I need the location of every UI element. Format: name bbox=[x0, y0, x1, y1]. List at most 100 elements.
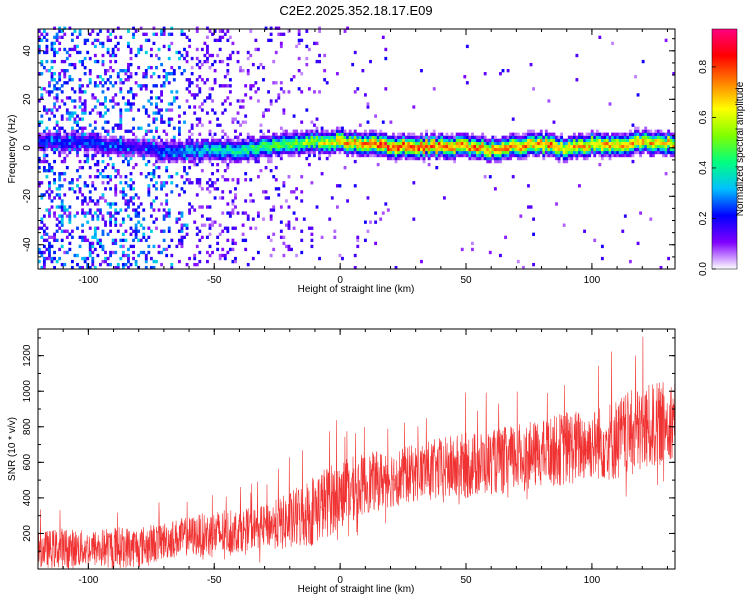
spectrogram-cell bbox=[195, 150, 199, 155]
spectrogram-cell bbox=[491, 156, 495, 161]
spectrogram-cell bbox=[170, 90, 174, 94]
spectrogram-cell bbox=[374, 114, 378, 118]
spectrogram-cell bbox=[127, 253, 130, 258]
spectrogram-cell bbox=[234, 226, 237, 230]
spectrogram-cell bbox=[121, 232, 125, 236]
spectrogram-cell bbox=[172, 72, 176, 76]
spectrogram-cell bbox=[86, 147, 90, 152]
spectrogram-cell bbox=[137, 229, 141, 233]
spectrogram-cell bbox=[198, 59, 202, 64]
spectrogram-cell bbox=[203, 223, 207, 227]
spectrogram-cell bbox=[129, 141, 133, 146]
spectrogram-cell bbox=[618, 141, 622, 146]
spectrogram-cell bbox=[129, 199, 133, 203]
colorbar-tick-label: 0.0 bbox=[698, 262, 709, 276]
spectrogram-cell bbox=[537, 135, 541, 139]
spectrogram-cell bbox=[318, 26, 321, 30]
spectrogram-cell bbox=[180, 229, 184, 233]
spectrogram-cell bbox=[379, 135, 383, 139]
spectrogram-cell bbox=[256, 138, 260, 143]
spectrogram-cell bbox=[346, 135, 350, 139]
spectrogram-cell bbox=[106, 29, 110, 33]
spectrogram-cell bbox=[318, 53, 321, 58]
spectrogram-cell bbox=[369, 144, 372, 149]
spectrogram-cell bbox=[241, 232, 245, 236]
spectrogram-cell bbox=[493, 147, 497, 152]
spectrogram-cell bbox=[493, 153, 497, 158]
spectrogram-cell bbox=[157, 175, 161, 179]
spectrogram-cell bbox=[307, 226, 311, 230]
spectrogram-cell bbox=[473, 135, 477, 139]
spectrogram-cell bbox=[106, 150, 110, 155]
spectrogram-cell bbox=[254, 156, 258, 161]
spectrogram-cell bbox=[272, 247, 276, 252]
spectrogram-cell bbox=[567, 147, 571, 152]
spectrogram-cell bbox=[351, 132, 355, 136]
spectrogram-cell bbox=[404, 153, 408, 158]
spectrogram-cell bbox=[267, 147, 271, 152]
spectrogram-cell bbox=[226, 156, 230, 161]
spectrogram-cell bbox=[58, 132, 62, 136]
spectrogram-cell bbox=[216, 147, 220, 152]
spectrogram-cell bbox=[499, 159, 502, 164]
spectrogram-cell bbox=[160, 156, 164, 161]
spectrogram-cell bbox=[644, 147, 648, 152]
spectrogram-cell bbox=[119, 244, 123, 249]
spectrogram-cell bbox=[649, 147, 653, 152]
spectrogram-cell bbox=[147, 99, 151, 103]
spectrogram-cell bbox=[532, 129, 536, 133]
spectrogram-cell bbox=[404, 144, 408, 149]
spectrogram-cell bbox=[167, 226, 171, 230]
spectrogram-cell bbox=[223, 32, 227, 36]
spectrogram-cell bbox=[218, 150, 222, 155]
spectrogram-cell bbox=[149, 229, 153, 233]
spectrogram-cell bbox=[389, 150, 393, 155]
spectrogram-cell bbox=[552, 147, 556, 152]
spectrogram-cell bbox=[644, 129, 648, 133]
spectrogram-cell bbox=[231, 247, 235, 252]
spectrogram-cell bbox=[155, 111, 158, 115]
spectrogram-cell bbox=[45, 126, 49, 130]
spectrogram-cell bbox=[165, 202, 169, 206]
spectrogram-cell bbox=[394, 141, 398, 146]
spectrogram-cell bbox=[165, 141, 169, 146]
spectrogram-cell bbox=[114, 135, 118, 139]
spectrogram-cell bbox=[313, 135, 316, 139]
spectrogram-cell bbox=[223, 153, 227, 158]
spectrogram-cell bbox=[83, 214, 87, 218]
spectrogram-cell bbox=[555, 150, 558, 155]
spectrogram-cell bbox=[279, 81, 283, 85]
spectrogram-cell bbox=[231, 199, 235, 203]
spectrogram-cell bbox=[198, 120, 202, 124]
spectrogram-cell bbox=[272, 147, 276, 152]
spectrogram-cell bbox=[575, 150, 579, 155]
spectrogram-cell bbox=[269, 141, 273, 146]
spectrogram-cell bbox=[152, 150, 156, 155]
spectrogram-cell bbox=[667, 150, 671, 155]
spectrogram-cell bbox=[356, 238, 360, 243]
spectrogram-cell bbox=[127, 159, 130, 164]
spectrogram-cell bbox=[471, 141, 474, 146]
spectrogram-cell bbox=[669, 141, 673, 146]
spectrogram-cell bbox=[496, 156, 500, 161]
spectrogram-cell bbox=[134, 259, 138, 264]
spectrogram-cell bbox=[55, 229, 59, 233]
spectrogram-cell bbox=[162, 144, 166, 149]
spectrogram-cell bbox=[234, 241, 237, 246]
spectrogram-cell bbox=[101, 150, 105, 155]
spectrogram-cell bbox=[598, 150, 602, 155]
spectrogram-cell bbox=[114, 241, 118, 246]
spectrogram-cell bbox=[129, 147, 133, 152]
spectrogram-cell bbox=[68, 247, 72, 252]
spectrogram-cell bbox=[631, 141, 635, 146]
spectrogram-cell bbox=[200, 47, 204, 52]
spectrogram-cell bbox=[483, 72, 487, 76]
spectrogram-cell bbox=[211, 87, 214, 91]
spectrogram-cell bbox=[193, 262, 197, 267]
spectrogram-cell bbox=[231, 50, 235, 55]
spectrogram-cell bbox=[162, 156, 166, 161]
spectrogram-cell bbox=[198, 147, 202, 152]
spectrogram-cell bbox=[111, 69, 115, 73]
spectrogram-cell bbox=[527, 184, 530, 188]
spectrogram-cell bbox=[634, 135, 637, 139]
